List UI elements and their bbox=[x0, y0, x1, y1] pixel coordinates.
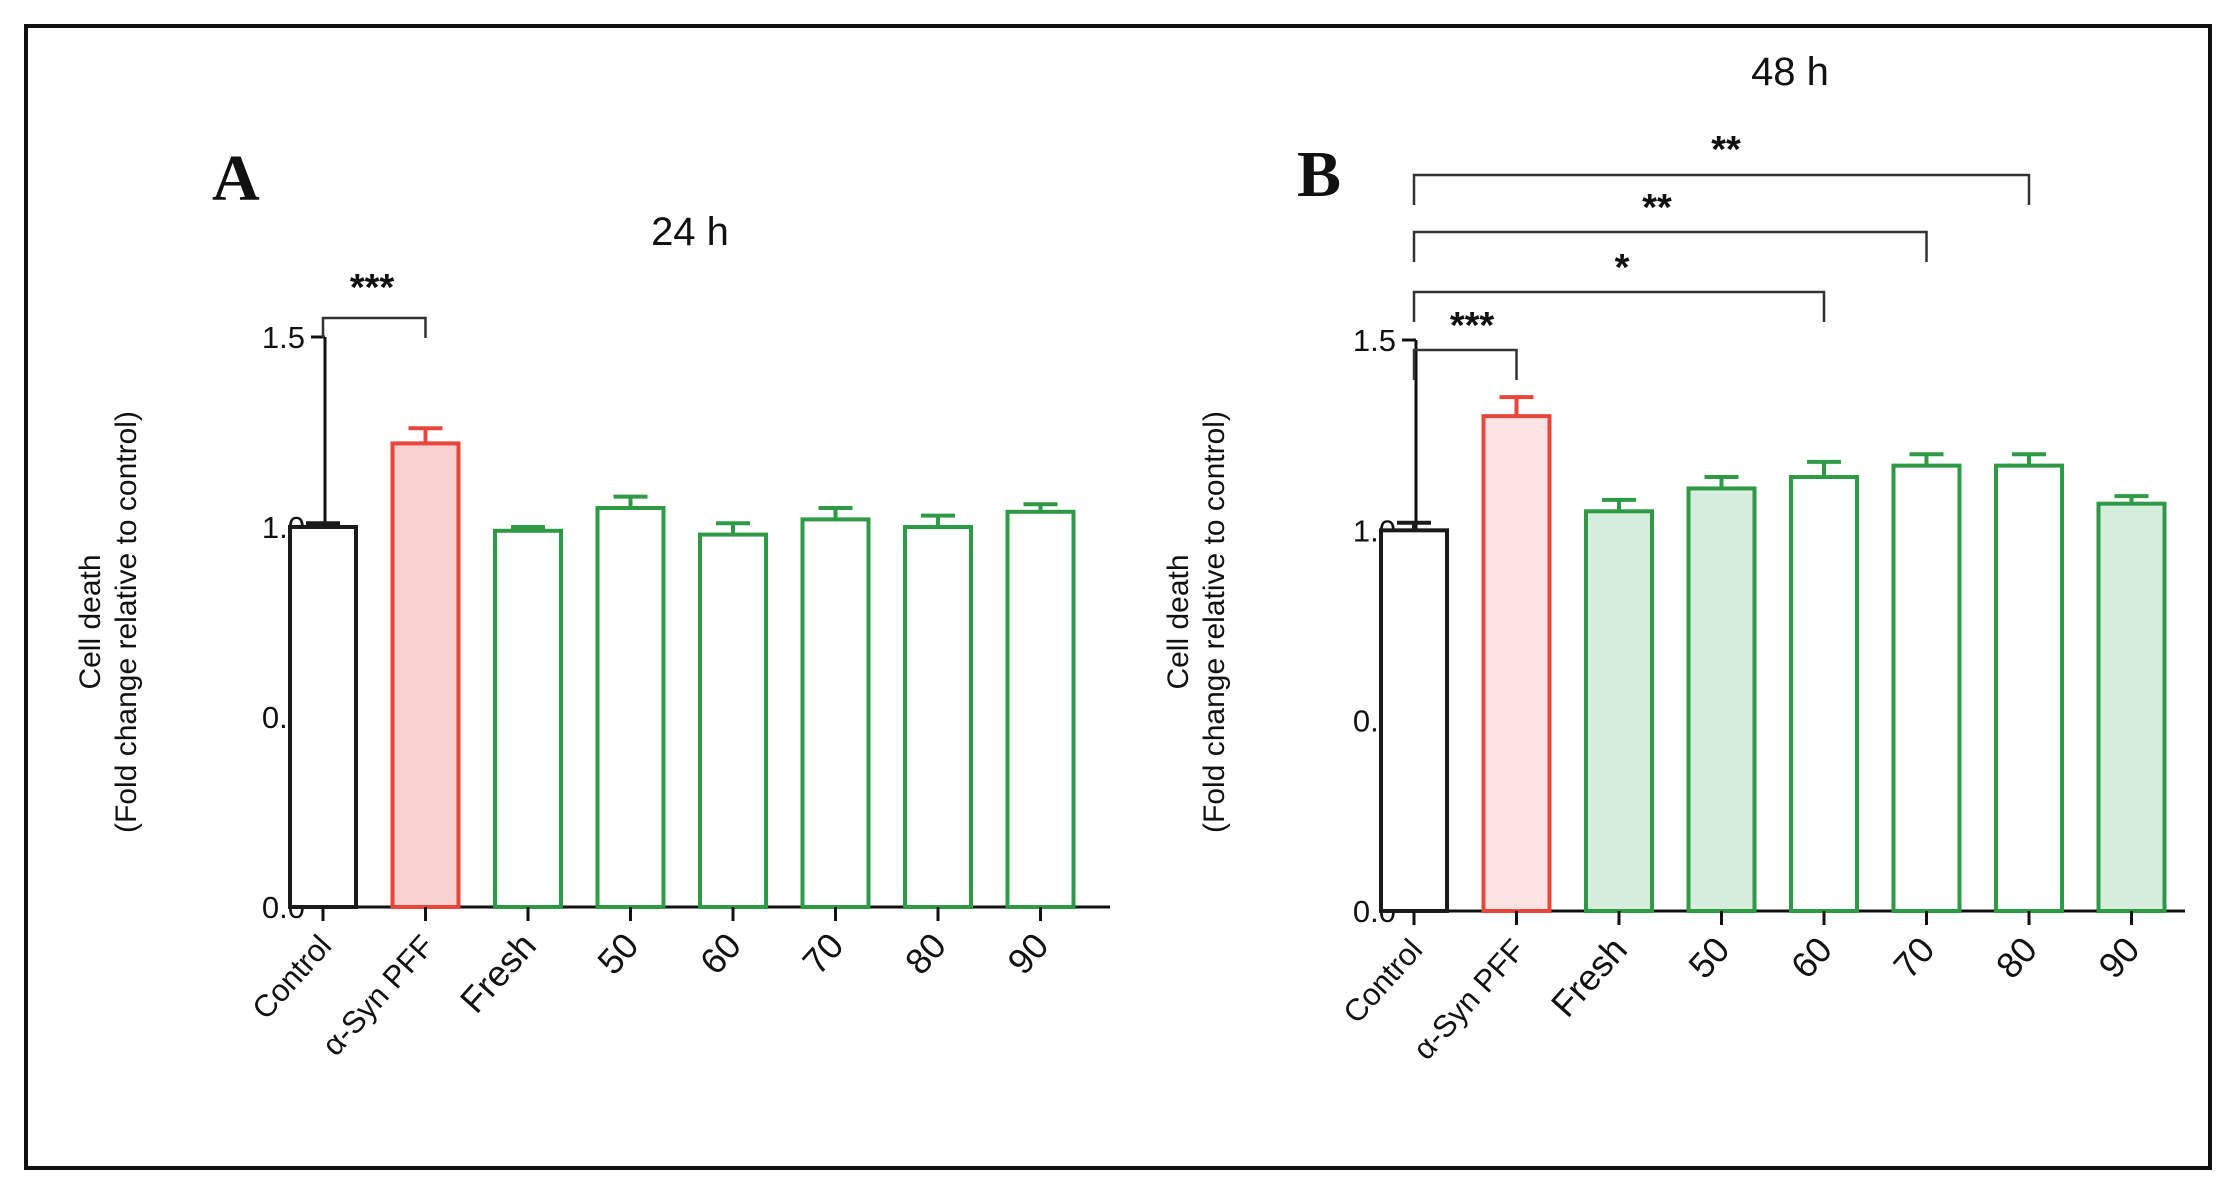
significance-bracket-line bbox=[321, 316, 427, 338]
significance-bracket: *** bbox=[321, 267, 427, 338]
bar bbox=[1584, 509, 1654, 913]
panel-a: A 24 h Cell death (Fold change relative to … bbox=[74, 142, 1110, 1062]
significance-label: ** bbox=[1711, 129, 1741, 171]
bar bbox=[1379, 528, 1449, 913]
significance-bracket-line bbox=[1412, 290, 1826, 322]
significance-bracket-line bbox=[1412, 173, 2031, 205]
bar bbox=[698, 532, 768, 909]
significance-label: *** bbox=[350, 267, 395, 309]
significance-bracket-line bbox=[1412, 348, 1518, 380]
y-tick-label: 1.5 bbox=[1353, 323, 1396, 358]
panel-letter: A bbox=[212, 142, 260, 215]
chart-title: 48 h bbox=[1751, 50, 1829, 94]
bar bbox=[903, 525, 973, 909]
y-axis-label-line2: (Fold change relative to control) bbox=[1198, 411, 1231, 833]
significance-bracket: ** bbox=[1412, 129, 2031, 205]
chart-title: 24 h bbox=[651, 210, 729, 254]
bar bbox=[1891, 463, 1962, 913]
significance-bracket-line bbox=[1412, 230, 1928, 262]
y-tick-label: 1.5 bbox=[262, 320, 305, 355]
significance-label: * bbox=[1615, 247, 1630, 289]
bar bbox=[493, 528, 563, 909]
y-axis-label-line1: Cell death bbox=[74, 554, 107, 689]
bar bbox=[1481, 414, 1552, 913]
y-axis-label-line1: Cell death bbox=[1162, 554, 1195, 689]
bar bbox=[1005, 509, 1076, 909]
significance-bracket: *** bbox=[1412, 305, 1518, 380]
bar bbox=[1686, 486, 1757, 913]
bar bbox=[595, 506, 666, 909]
significance-bracket: * bbox=[1412, 247, 1826, 322]
y-axis-label: Cell death (Fold change relative to contr… bbox=[1162, 411, 1231, 833]
bar bbox=[2096, 501, 2167, 913]
significance-bracket: ** bbox=[1412, 187, 1928, 262]
panel-letter: B bbox=[1297, 138, 1341, 211]
panel-b: B 48 h Cell death (Fold change relative to … bbox=[1162, 50, 2185, 1066]
bar bbox=[1994, 463, 2064, 913]
y-axis-label: Cell death (Fold change relative to contr… bbox=[74, 411, 143, 833]
significance-label: *** bbox=[1450, 305, 1495, 347]
significance-label: ** bbox=[1642, 187, 1672, 229]
bar bbox=[800, 517, 871, 910]
y-axis-label-line2: (Fold change relative to control) bbox=[110, 411, 143, 833]
bar bbox=[1789, 475, 1859, 913]
bar bbox=[288, 525, 358, 909]
bar bbox=[390, 441, 461, 909]
